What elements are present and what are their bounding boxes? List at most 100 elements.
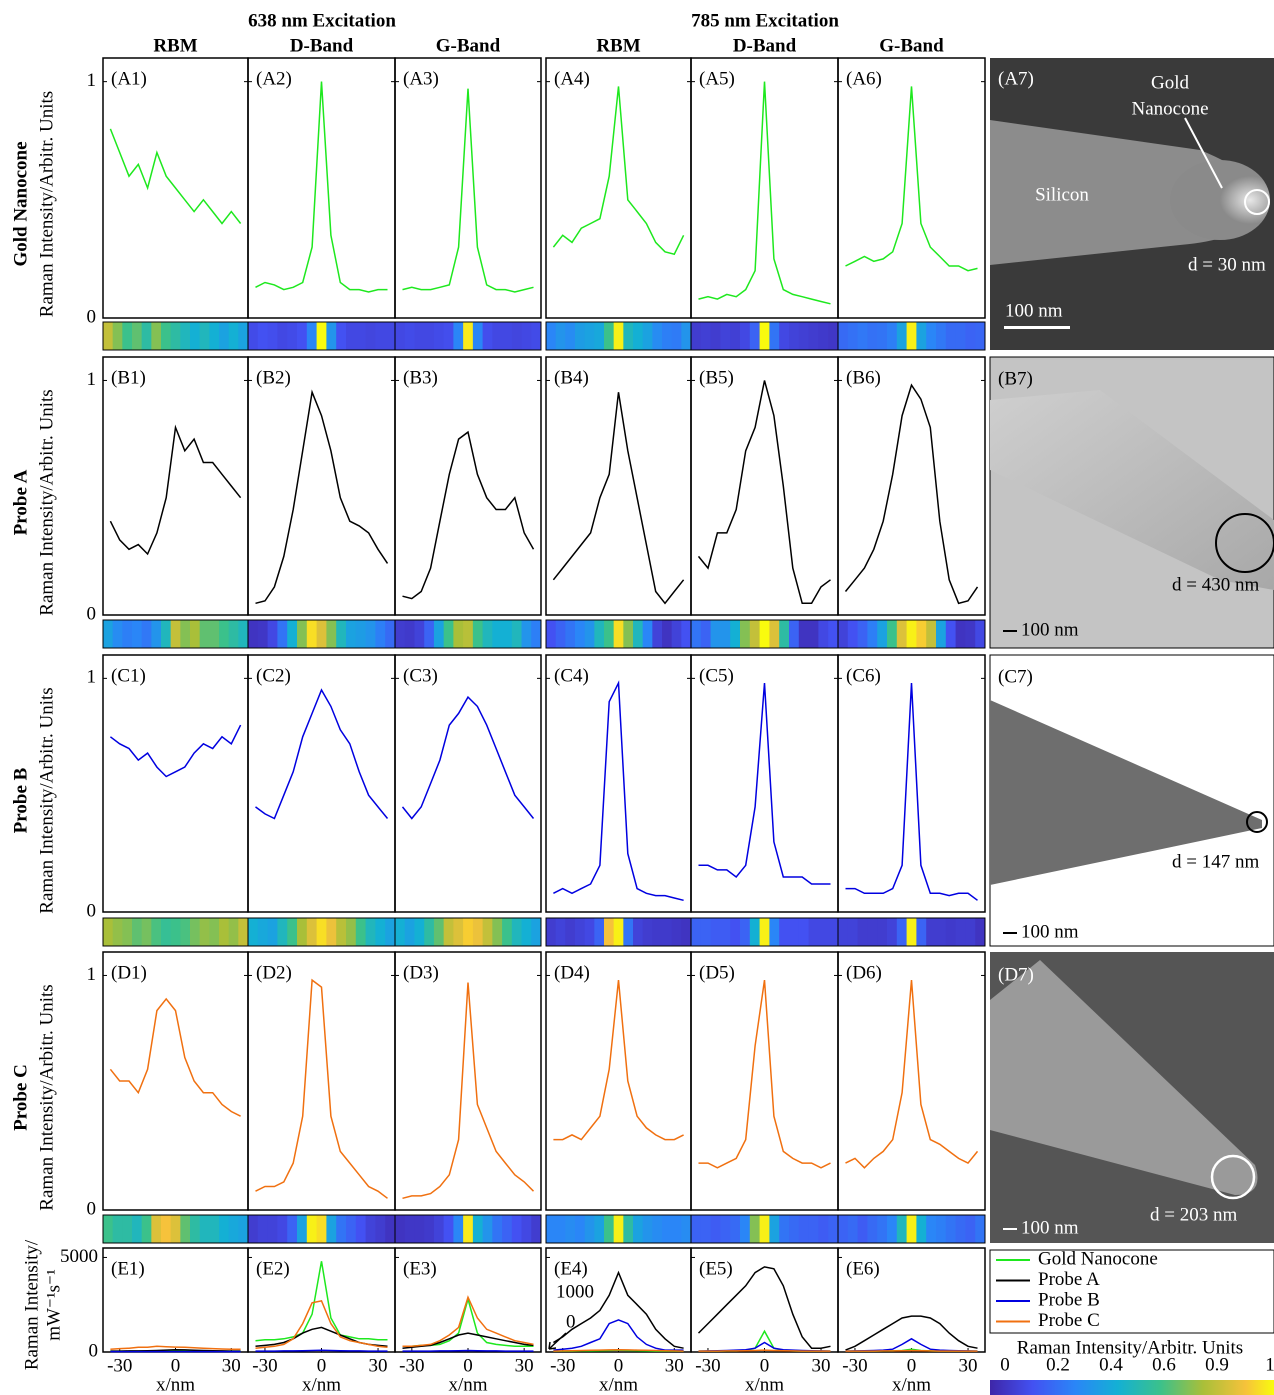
heatmap-cell [779, 1215, 790, 1243]
line [401, 695, 535, 820]
heatmap-cell [492, 322, 503, 350]
heatmap-cell [838, 620, 849, 648]
heatmap-cell [103, 620, 114, 648]
heatmap-cell [463, 1215, 474, 1243]
x-axis-label: x/nm [302, 1374, 341, 1395]
heatmap-cell [652, 620, 663, 648]
heatmap-cell [877, 1215, 888, 1243]
image-label: (B7) [998, 368, 1033, 389]
heatmap-cell [257, 918, 269, 946]
y-tick-label: 5000 [60, 1246, 98, 1267]
heatmap-cell [511, 918, 523, 946]
heatmap-cell [365, 918, 376, 946]
column-title: RBM [596, 35, 640, 56]
heatmap-cell [613, 918, 624, 946]
heatmap-cell [749, 918, 761, 946]
heatmap-cell [531, 918, 542, 946]
heatmap-cell [808, 620, 819, 648]
heatmap-cell [975, 1215, 986, 1243]
heatmap-cell [594, 918, 605, 946]
annotation: d = 430 nm [1172, 574, 1259, 595]
heatmap-cell [546, 918, 557, 946]
heatmap-cell [531, 620, 542, 648]
heatmap-cell [346, 620, 357, 648]
panel-frame [837, 356, 986, 616]
heatmap-cell [740, 322, 751, 350]
panel-label: (A2) [256, 68, 292, 89]
heatmap-cell [103, 322, 114, 350]
row-title: Probe C [10, 1064, 31, 1131]
heatmap-cell [151, 918, 162, 946]
heatmap-cell [190, 918, 201, 946]
heatmap-cell [720, 620, 731, 648]
heatmap-cell [170, 1215, 181, 1243]
heatmap-cell [326, 1215, 337, 1243]
heatmap-cell [818, 1215, 829, 1243]
panel-label: (A3) [403, 68, 439, 89]
heatmap-cell [375, 322, 386, 350]
heatmap-cell [355, 918, 367, 946]
heatmap-cell [594, 620, 605, 648]
panel-frame [394, 951, 542, 1211]
heatmap-cell [720, 1215, 731, 1243]
heatmap-cell [887, 620, 898, 648]
heatmap-cell [209, 322, 220, 350]
heatmap-cell [287, 918, 298, 946]
heatmap-cell [219, 1215, 230, 1243]
x-tick-label: 30 [959, 1355, 978, 1376]
heatmap-cell [555, 1215, 566, 1243]
line [844, 383, 979, 605]
heatmap-cell [472, 322, 484, 350]
heatmap-cell [642, 620, 653, 648]
heatmap-cell [740, 918, 751, 946]
heatmap-cell [613, 1215, 624, 1243]
heatmap-cell [404, 918, 415, 946]
heatmap-cell [257, 620, 269, 648]
heatmap-cell [575, 918, 586, 946]
heatmap-cell [453, 322, 464, 350]
heatmap-cell [710, 620, 721, 648]
heatmap-cell [759, 322, 770, 350]
panel-frame [247, 57, 396, 319]
heatmap-cell [219, 322, 230, 350]
heatmap-cell [847, 918, 859, 946]
strip-frame [394, 917, 542, 947]
heatmap-cell [769, 1215, 780, 1243]
heatmap-cell [584, 322, 595, 350]
line [553, 680, 684, 902]
line [402, 88, 534, 293]
heatmap-cell [945, 1215, 957, 1243]
heatmap-cell [740, 1215, 751, 1243]
heatmap-cell [584, 918, 595, 946]
heatmap-cell [277, 322, 288, 350]
x-axis-label: x/nm [892, 1374, 931, 1395]
heatmap-cell [132, 322, 143, 350]
line [845, 1349, 978, 1352]
line [697, 1266, 831, 1349]
heatmap-cell [502, 620, 513, 648]
image-label: (C7) [998, 666, 1033, 687]
heatmap-cell [828, 918, 839, 946]
heatmap-cell [257, 1215, 269, 1243]
heatmap-cell [122, 1215, 133, 1243]
heatmap-cell [199, 322, 210, 350]
heatmap-cell [867, 322, 878, 350]
heatmap-cell [691, 918, 702, 946]
x-axis-label: x/nm [745, 1374, 784, 1395]
heatmap-cell [287, 1215, 298, 1243]
sem-image: (A7) Gold Nanocone Silicon d = 30 nm 100… [990, 58, 1274, 350]
heatmap-cell [652, 1215, 663, 1243]
column-title: D-Band [290, 35, 354, 56]
panel-frame [247, 356, 396, 616]
heatmap-cell [404, 620, 415, 648]
heatmap-cell [297, 918, 308, 946]
heatmap-cell [798, 918, 810, 946]
y-axis-label: mW⁻¹s⁻¹ [43, 1269, 64, 1341]
x-tick-label: 0 [614, 1355, 624, 1376]
heatmap-cell [945, 918, 957, 946]
annotation: d = 203 nm [1150, 1204, 1237, 1225]
heatmap-cell [565, 1215, 576, 1243]
panel-label: (B2) [256, 367, 291, 388]
heatmap-cell [642, 918, 653, 946]
heatmap-cell [433, 620, 445, 648]
